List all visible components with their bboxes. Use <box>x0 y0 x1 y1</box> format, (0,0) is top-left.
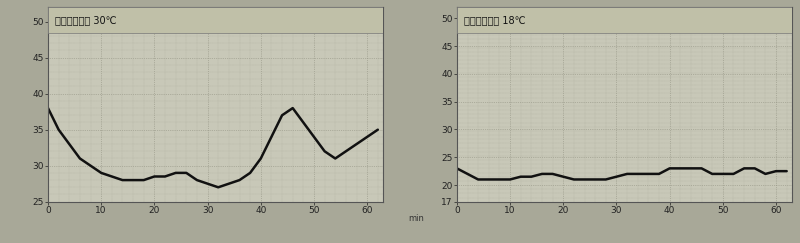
Bar <box>48 7 383 33</box>
Text: 上部送風温度 30℃: 上部送風温度 30℃ <box>54 15 116 25</box>
Text: min: min <box>408 214 424 223</box>
Text: 下部送風温度 18℃: 下部送風温度 18℃ <box>463 15 525 25</box>
Bar <box>457 7 792 33</box>
